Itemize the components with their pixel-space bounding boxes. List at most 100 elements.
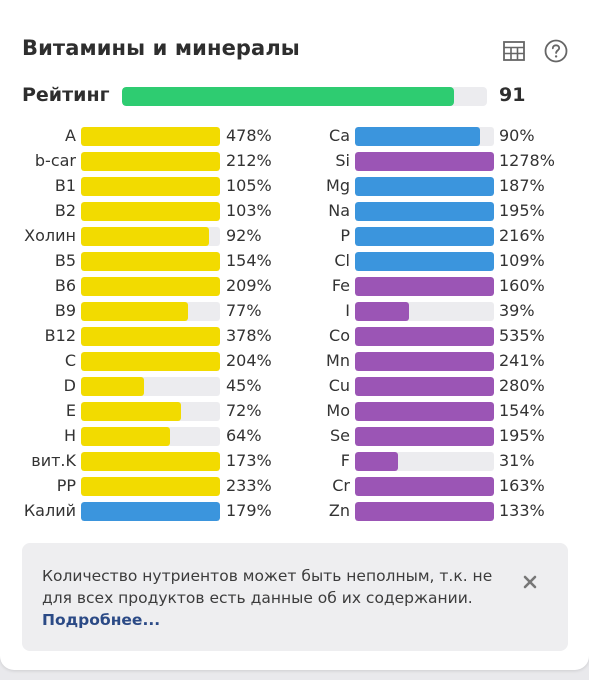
nutrient-row: D 45% — [0, 375, 589, 400]
nutrient-row: C 204% — [0, 350, 589, 375]
nutrient-label: Se — [330, 426, 350, 445]
help-icon — [544, 39, 568, 63]
nutrient-bar — [355, 227, 494, 246]
close-icon — [523, 575, 537, 589]
nutrient-percent: 478% — [226, 126, 272, 145]
nutrient-row: B9 77% — [0, 300, 589, 325]
nutrient-bar-fill — [81, 127, 220, 146]
nutrient-row: Co 535% — [0, 325, 589, 350]
nutrient-bar-fill — [355, 327, 494, 346]
nutrient-bar — [355, 502, 494, 521]
nutrient-percent: 212% — [226, 151, 272, 170]
nutrient-bar — [355, 427, 494, 446]
nutrient-row: E 72% — [0, 400, 589, 425]
nutrient-row: H 64% — [0, 425, 589, 450]
nutrient-bar — [355, 452, 494, 471]
nutrient-bar-fill — [81, 327, 220, 346]
help-button[interactable] — [543, 38, 569, 64]
nutrient-percent: 195% — [499, 201, 545, 220]
nutrient-row: Холин 92% — [0, 225, 589, 250]
nutrient-label: Mn — [326, 351, 350, 370]
nutrient-label: Калий — [23, 501, 76, 520]
nutrient-bar-fill — [355, 252, 494, 271]
nutrient-percent: 535% — [499, 326, 545, 345]
nutrient-label: D — [63, 376, 76, 395]
nutrient-row: B5 154% — [0, 250, 589, 275]
nutrient-bar — [355, 202, 494, 221]
nutrient-label: C — [64, 351, 76, 370]
nutrient-row: Zn 133% — [0, 500, 589, 525]
nutrient-percent: 64% — [226, 426, 262, 445]
rating-bar-fill — [122, 87, 455, 106]
nutrient-label: B2 — [54, 201, 76, 220]
more-info-link[interactable]: Подробнее... — [42, 611, 161, 629]
nutrient-percent: 92% — [226, 226, 262, 245]
rating-value: 91 — [499, 84, 526, 106]
notice-text: Количество нутриентов может быть неполны… — [42, 567, 493, 607]
nutrient-row: Ca 90% — [0, 125, 589, 150]
nutrient-bar — [81, 502, 220, 521]
nutrient-label: PP — [56, 476, 76, 495]
nutrient-percent: 103% — [226, 201, 272, 220]
nutrient-percent: 154% — [226, 251, 272, 270]
nutrient-label: b-car — [34, 151, 76, 170]
table-view-button[interactable] — [501, 38, 527, 64]
nutrient-percent: 133% — [499, 501, 545, 520]
nutrient-row: Mn 241% — [0, 350, 589, 375]
nutrient-percent: 109% — [499, 251, 545, 270]
nutrient-bar-fill — [81, 427, 170, 446]
nutrient-bar-fill — [81, 202, 220, 221]
nutrient-bar — [81, 202, 220, 221]
nutrient-percent: 31% — [499, 451, 535, 470]
nutrient-label: Холин — [24, 226, 76, 245]
nutrient-label: Zn — [328, 501, 350, 520]
nutrient-bar-fill — [355, 152, 494, 171]
nutrient-bar-fill — [355, 227, 494, 246]
nutrient-row: A 478% — [0, 125, 589, 150]
nutrient-bar — [355, 377, 494, 396]
nutrient-row: B1 105% — [0, 175, 589, 200]
nutrient-label: B1 — [54, 176, 76, 195]
nutrient-row: P 216% — [0, 225, 589, 250]
nutrient-row: Cu 280% — [0, 375, 589, 400]
nutrient-bar-fill — [81, 277, 220, 296]
nutrient-row: b-car 212% — [0, 150, 589, 175]
nutrient-row: B12 378% — [0, 325, 589, 350]
nutrient-percent: 179% — [226, 501, 272, 520]
nutrient-percent: 378% — [226, 326, 272, 345]
nutrient-bar — [355, 152, 494, 171]
nutrient-label: Cr — [332, 476, 350, 495]
nutrient-label: B6 — [54, 276, 76, 295]
nutrient-row: Mo 154% — [0, 400, 589, 425]
nutrient-label: B9 — [54, 301, 76, 320]
nutrient-bar-fill — [355, 277, 494, 296]
nutrient-percent: 105% — [226, 176, 272, 195]
nutrient-bar — [81, 252, 220, 271]
nutrient-bar — [355, 352, 494, 371]
nutrient-row: Cr 163% — [0, 475, 589, 500]
nutrient-row: PP 233% — [0, 475, 589, 500]
nutrient-bar-fill — [81, 477, 220, 496]
nutrient-percent: 39% — [499, 301, 535, 320]
incomplete-data-notice: Количество нутриентов может быть неполны… — [22, 543, 568, 651]
nutrient-label: вит.K — [31, 451, 76, 470]
card-title: Витамины и минералы — [22, 36, 300, 60]
nutrient-bar — [81, 427, 220, 446]
nutrient-label: Cl — [334, 251, 350, 270]
notice-close-button[interactable] — [521, 573, 539, 591]
nutrient-bar-fill — [355, 502, 494, 521]
nutrient-percent: 45% — [226, 376, 262, 395]
nutrient-label: E — [65, 401, 76, 420]
nutrient-label: P — [340, 226, 350, 245]
nutrient-label: F — [340, 451, 350, 470]
nutrient-percent: 204% — [226, 351, 272, 370]
nutrient-bar-fill — [81, 152, 220, 171]
nutrient-percent: 163% — [499, 476, 545, 495]
nutrient-percent: 280% — [499, 376, 545, 395]
nutrient-label: Ca — [329, 126, 350, 145]
nutrient-bar — [355, 302, 494, 321]
nutrient-bar — [81, 402, 220, 421]
nutrient-bar-fill — [355, 427, 494, 446]
nutrient-bar-fill — [81, 452, 220, 471]
